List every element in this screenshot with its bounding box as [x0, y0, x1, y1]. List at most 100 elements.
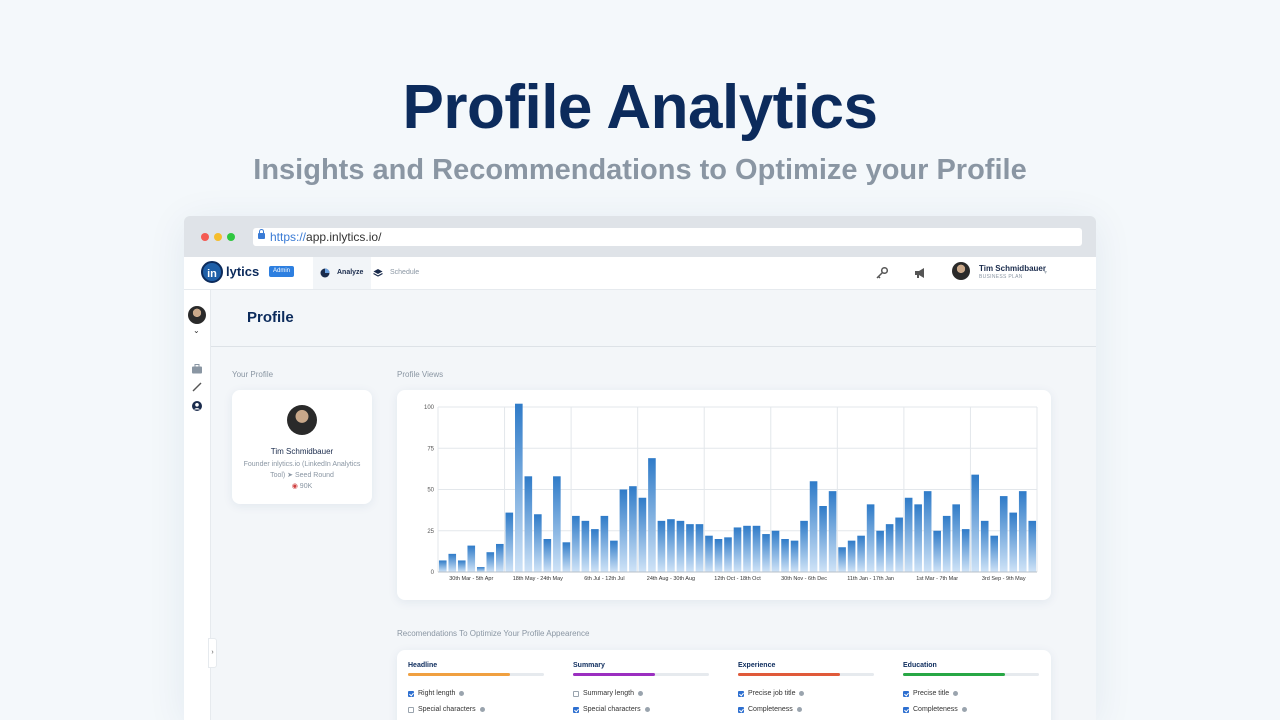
chart-bar[interactable] [952, 504, 960, 572]
chart-bar[interactable] [999, 496, 1008, 572]
chart-bar[interactable] [904, 497, 913, 572]
checkbox[interactable] [573, 707, 579, 713]
key-icon[interactable] [875, 266, 889, 280]
chart-bar[interactable] [572, 515, 580, 572]
chart-bar[interactable] [743, 525, 751, 572]
info-icon[interactable] [637, 690, 643, 696]
chart-bar[interactable] [857, 535, 865, 572]
checkbox[interactable] [738, 707, 744, 713]
checkbox[interactable] [408, 691, 414, 697]
info-icon[interactable] [799, 690, 805, 696]
chart-bar[interactable] [895, 517, 903, 572]
info-icon[interactable] [459, 690, 465, 696]
chart-bar[interactable] [1009, 512, 1018, 572]
tab-analyze[interactable]: Analyze [313, 257, 372, 289]
chart-bar[interactable] [581, 520, 590, 572]
chart-bar[interactable] [705, 535, 713, 572]
rec-progress-fill [738, 673, 840, 676]
chart-bar[interactable] [553, 476, 561, 572]
megaphone-icon[interactable] [913, 266, 927, 280]
chart-bar[interactable] [562, 542, 571, 572]
chart-bar[interactable] [762, 534, 770, 572]
chart-bar[interactable] [771, 530, 780, 572]
chart-bar[interactable] [714, 539, 723, 572]
user-avatar[interactable] [952, 262, 970, 280]
chevron-down-icon[interactable]: ▾ [1044, 270, 1048, 276]
briefcase-icon[interactable] [191, 363, 203, 375]
chart-bar[interactable] [800, 520, 808, 572]
chart-bar[interactable] [619, 489, 628, 573]
chart-bar[interactable] [686, 524, 694, 572]
chart-bar[interactable] [695, 524, 704, 572]
tab-schedule[interactable]: Schedule [366, 257, 427, 289]
chart-bar[interactable] [476, 567, 485, 572]
pencil-icon[interactable] [191, 381, 203, 393]
checkbox[interactable] [903, 691, 909, 697]
chart-bar[interactable] [923, 491, 932, 572]
logo-text[interactable]: lytics [226, 264, 260, 279]
chart-bar[interactable] [657, 520, 666, 572]
close-window-button[interactable] [201, 233, 209, 241]
info-icon[interactable] [961, 706, 967, 712]
chevron-down-icon[interactable]: ⌄ [193, 326, 200, 335]
chart-bar[interactable] [942, 515, 951, 572]
user-circle-icon[interactable] [191, 400, 203, 412]
checkbox[interactable] [408, 707, 414, 713]
chart-bar[interactable] [724, 537, 732, 572]
chart-bar[interactable] [866, 504, 875, 572]
chart-bar[interactable] [971, 474, 980, 572]
chart-bar[interactable] [448, 553, 457, 572]
maximize-window-button[interactable] [227, 233, 235, 241]
chart-bar[interactable] [610, 540, 618, 572]
chart-bar[interactable] [876, 530, 884, 572]
sidebar-toggle-button[interactable]: › [208, 638, 217, 668]
chart-bar[interactable] [629, 486, 637, 572]
chart-bar[interactable] [1018, 491, 1027, 572]
chart-bar[interactable] [990, 535, 999, 572]
chart-bar[interactable] [781, 539, 789, 572]
sidebar-avatar[interactable] [188, 306, 206, 324]
chart-bar[interactable] [524, 476, 533, 572]
chart-bar[interactable] [543, 539, 552, 572]
chart-bar[interactable] [667, 519, 675, 572]
chart-bar[interactable] [591, 529, 599, 572]
address-bar[interactable]: https://app.inlytics.io/ [253, 228, 1082, 246]
chart-bar[interactable] [676, 520, 685, 572]
chart-bar[interactable] [515, 403, 523, 572]
chart-bar[interactable] [467, 545, 476, 572]
minimize-window-button[interactable] [214, 233, 222, 241]
chart-bar[interactable] [809, 481, 818, 572]
chart-bar[interactable] [534, 514, 542, 572]
info-icon[interactable] [479, 706, 485, 712]
chart-bar[interactable] [828, 491, 837, 572]
chart-bar[interactable] [648, 458, 656, 572]
chart-bar[interactable] [790, 540, 799, 572]
checkbox[interactable] [573, 691, 579, 697]
chart-bar[interactable] [638, 497, 647, 572]
chart-bar[interactable] [505, 512, 514, 572]
chart-bar[interactable] [438, 560, 447, 572]
chart-bar[interactable] [486, 552, 495, 572]
checkbox[interactable] [738, 691, 744, 697]
chart-bar[interactable] [733, 527, 742, 572]
chart-bar[interactable] [819, 506, 827, 572]
chart-bar[interactable] [885, 524, 894, 572]
logo-mark[interactable]: in [201, 261, 223, 283]
chart-bar[interactable] [600, 515, 609, 572]
info-icon[interactable] [644, 706, 650, 712]
info-icon[interactable] [796, 706, 802, 712]
chart-bar[interactable] [838, 547, 846, 572]
info-icon[interactable] [953, 690, 959, 696]
chart-bar[interactable] [1028, 520, 1037, 572]
chart-bar[interactable] [933, 530, 941, 572]
chart-bar[interactable] [847, 540, 856, 572]
chart-bar[interactable] [457, 560, 466, 572]
chart-bar[interactable] [980, 520, 989, 572]
chart-bar[interactable] [914, 504, 922, 572]
chart-bar[interactable] [495, 543, 504, 572]
chart-bar[interactable] [752, 525, 761, 572]
user-name[interactable]: Tim Schmidbauer [979, 264, 1046, 273]
profile-card[interactable]: Tim Schmidbauer Founder inlytics.io (Lin… [232, 390, 372, 504]
chart-bar[interactable] [961, 529, 970, 572]
checkbox[interactable] [903, 707, 909, 713]
